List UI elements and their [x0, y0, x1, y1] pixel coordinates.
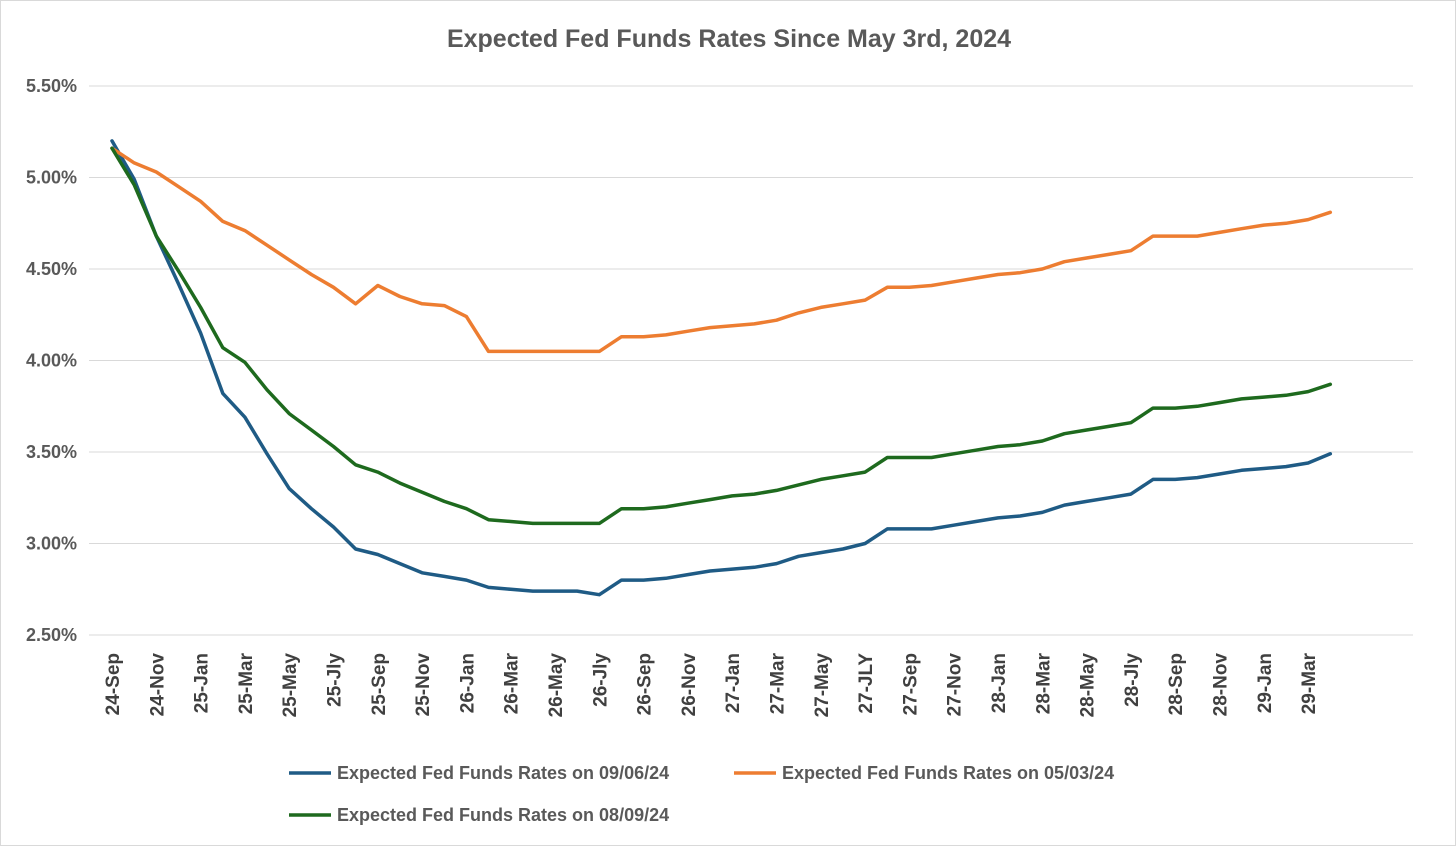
y-tick-label: 5.00% — [26, 168, 77, 188]
y-axis-labels: 5.50% 5.00% 4.50% 4.00% 3.50% 3.00% 2.50% — [26, 76, 77, 645]
legend-label: Expected Fed Funds Rates on 05/03/24 — [782, 763, 1114, 783]
x-tick-label: 26-May — [546, 653, 567, 718]
x-tick-label: 25-Jan — [192, 653, 213, 713]
x-tick-label: 27-Nov — [945, 653, 966, 717]
series-line-3 — [110, 146, 1333, 526]
x-tick-label: 25-Nov — [413, 653, 434, 717]
y-tick-label: 4.50% — [26, 259, 77, 279]
x-tick-label: 28-Jan — [989, 653, 1010, 713]
x-tick-label: 27-Jan — [723, 653, 744, 713]
y-tick-label: 5.50% — [26, 76, 77, 96]
x-tick-label: 25-Jly — [325, 653, 346, 707]
legend-label: Expected Fed Funds Rates on 08/09/24 — [337, 805, 669, 825]
y-tick-label: 3.00% — [26, 534, 77, 554]
series-line-1 — [110, 139, 1333, 597]
x-tick-label: 25-Mar — [236, 652, 257, 714]
x-tick-label: 25-Sep — [369, 653, 390, 715]
y-tick-label: 2.50% — [26, 625, 77, 645]
x-tick-label: 28-May — [1078, 653, 1099, 718]
x-tick-label: 29-Mar — [1299, 652, 1320, 714]
series-line-2 — [110, 146, 1333, 354]
y-tick-label: 3.50% — [26, 442, 77, 462]
x-tick-label: 26-Mar — [502, 652, 523, 714]
chart-title: Expected Fed Funds Rates Since May 3rd, … — [447, 25, 1011, 53]
series-lines — [110, 139, 1333, 597]
x-tick-label: 26-Sep — [635, 653, 656, 715]
x-tick-label: 27-Mar — [768, 652, 789, 714]
x-tick-label: 25-May — [280, 653, 301, 718]
legend: Expected Fed Funds Rates on 09/06/24 Expe… — [289, 763, 1114, 825]
x-tick-label: 26-Jan — [457, 653, 478, 713]
x-tick-label: 24-Nov — [147, 653, 168, 717]
x-tick-label: 28-Mar — [1033, 652, 1054, 714]
x-tick-label: 29-Jan — [1255, 653, 1276, 713]
x-tick-label: 27-May — [812, 653, 833, 718]
gridlines — [89, 85, 1413, 636]
legend-label: Expected Fed Funds Rates on 09/06/24 — [337, 763, 669, 783]
x-tick-label: 24-Sep — [103, 653, 124, 715]
x-tick-label: 26-Jly — [590, 653, 611, 707]
x-axis-labels: 24-Sep 24-Nov 25-Jan 25-Mar 25-May 25-Jly 25-S… — [103, 652, 1320, 717]
x-tick-label: 27-JLY — [856, 653, 877, 714]
x-tick-label: 28-Jly — [1122, 653, 1143, 707]
y-tick-label: 4.00% — [26, 351, 77, 371]
x-tick-label: 27-Sep — [900, 653, 921, 715]
x-tick-label: 28-Nov — [1211, 653, 1232, 717]
x-tick-label: 28-Sep — [1166, 653, 1187, 715]
x-tick-label: 26-Nov — [679, 653, 700, 717]
